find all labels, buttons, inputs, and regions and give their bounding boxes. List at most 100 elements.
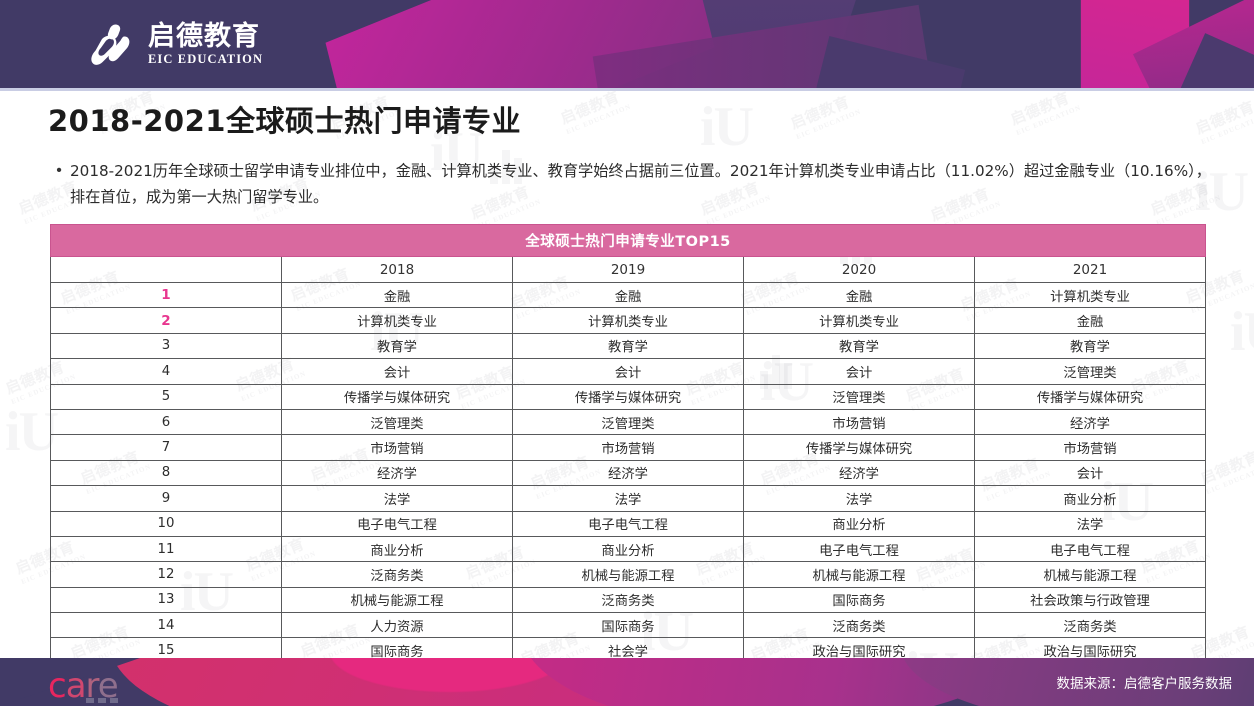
table-cell-2018: 计算机类专业 <box>281 307 513 334</box>
table-cell-2020: 电子电气工程 <box>743 535 975 563</box>
table-cell-2020: 商业分析 <box>743 510 975 537</box>
table-cell-2019: 市场营销 <box>512 434 744 461</box>
table-cell-2018: 教育学 <box>281 332 513 360</box>
table-cell-2020: 会计 <box>743 358 975 385</box>
table-cell-2019: 泛商务类 <box>512 586 744 614</box>
table-cell-2019: 会计 <box>512 358 744 385</box>
table-cell-rank: 2 <box>50 307 282 334</box>
table-cell-2019: 计算机类专业 <box>512 307 744 334</box>
table-header-row: 2018 2019 2020 2021 <box>50 256 1206 283</box>
summary-bullet: • 2018-2021历年全球硕士留学申请专业排位中，金融、计算机类专业、教育学… <box>48 158 1218 210</box>
table-cell-2020: 市场营销 <box>743 408 975 436</box>
column-header-2020: 2020 <box>743 256 975 283</box>
care-logo-letter-1: c <box>48 666 67 706</box>
table-row: 11 商业分析 商业分析 电子电气工程 电子电气工程 <box>50 535 1206 563</box>
table-row: 8 经济学 经济学 经济学 会计 <box>50 459 1206 487</box>
table-row: 6 泛管理类 泛管理类 市场营销 经济学 <box>50 408 1206 436</box>
slide-footer: care 数据来源：启德客户服务数据 <box>0 658 1254 706</box>
table-cell-rank: 10 <box>50 510 282 537</box>
care-logo-dots-icon <box>86 698 118 703</box>
brand-logo-text: 启德教育 EIC EDUCATION <box>148 20 264 67</box>
table-cell-2021: 法学 <box>974 510 1206 537</box>
table-cell-2020: 传播学与媒体研究 <box>743 434 975 461</box>
ranking-table-wrapper: 全球硕士热门申请专业TOP15 2018 2019 2020 2021 1 金融金… <box>50 224 1206 664</box>
table-cell-rank: 5 <box>50 383 282 410</box>
table-cell-2020: 法学 <box>743 485 975 512</box>
table-cell-2021: 电子电气工程 <box>974 535 1206 563</box>
table-cell-2020: 泛商务类 <box>743 612 975 639</box>
table-cell-2020: 机械与能源工程 <box>743 561 975 588</box>
table-cell-2018: 电子电气工程 <box>281 510 513 537</box>
brand-logo-en: EIC EDUCATION <box>148 52 264 67</box>
slide-header <box>0 0 1254 88</box>
table-row: 9 法学 法学 法学 商业分析 <box>50 485 1206 512</box>
table-row: 4 会计 会计 会计 泛管理类 <box>50 358 1206 385</box>
care-logo-letter-3: r <box>85 666 99 706</box>
table-cell-2021: 商业分析 <box>974 485 1206 512</box>
data-source-note: 数据来源：启德客户服务数据 <box>1056 676 1233 692</box>
table-row: 5 传播学与媒体研究 传播学与媒体研究 泛管理类 传播学与媒体研究 <box>50 383 1206 410</box>
table-cell-2018: 人力资源 <box>281 612 513 639</box>
eic-iu-logo-mark-icon <box>88 22 136 68</box>
table-cell-2018: 商业分析 <box>281 535 513 563</box>
table-cell-2018: 金融 <box>281 281 513 309</box>
table-cell-2021: 泛商务类 <box>974 612 1206 639</box>
table-cell-2021: 传播学与媒体研究 <box>974 383 1206 410</box>
table-row: 7 市场营销 市场营销 传播学与媒体研究 市场营销 <box>50 434 1206 461</box>
table-cell-2019: 泛管理类 <box>512 408 744 436</box>
footer-shape-purple-1 <box>900 658 1254 706</box>
table-row: 3 教育学 教育学 教育学 教育学 <box>50 332 1206 360</box>
table-title: 全球硕士热门申请专业TOP15 <box>50 224 1206 257</box>
table-cell-rank: 3 <box>50 332 282 360</box>
table-cell-rank: 4 <box>50 358 282 385</box>
table-cell-rank: 11 <box>50 535 282 563</box>
table-cell-rank: 12 <box>50 561 282 588</box>
brand-logo: 启德教育 EIC EDUCATION <box>88 18 263 72</box>
column-header-2019: 2019 <box>512 256 744 283</box>
table-row: 13 机械与能源工程 泛商务类 国际商务 社会政策与行政管理 <box>50 586 1206 614</box>
table-cell-2018: 泛管理类 <box>281 408 513 436</box>
bullet-text: 2018-2021历年全球硕士留学申请专业排位中，金融、计算机类专业、教育学始终… <box>70 162 1211 206</box>
table-cell-2018: 传播学与媒体研究 <box>281 383 513 410</box>
table-cell-rank: 13 <box>50 586 282 614</box>
table-cell-2019: 法学 <box>512 485 744 512</box>
table-row: 10 电子电气工程 电子电气工程 商业分析 法学 <box>50 510 1206 537</box>
table-row: 2 计算机类专业 计算机类专业 计算机类专业 金融 <box>50 307 1206 334</box>
table-cell-rank: 6 <box>50 408 282 436</box>
table-cell-2021: 金融 <box>974 307 1206 334</box>
table-cell-rank: 14 <box>50 612 282 639</box>
table-cell-2020: 计算机类专业 <box>743 307 975 334</box>
watermark-iu-icon: iU <box>700 96 754 158</box>
table-cell-2019: 教育学 <box>512 332 744 360</box>
table-cell-2019: 商业分析 <box>512 535 744 563</box>
table-cell-2020: 泛管理类 <box>743 383 975 410</box>
table-cell-2018: 经济学 <box>281 459 513 487</box>
table-cell-2020: 经济学 <box>743 459 975 487</box>
table-cell-2021: 市场营销 <box>974 434 1206 461</box>
table-cell-2021: 教育学 <box>974 332 1206 360</box>
table-cell-rank: 1 <box>50 281 282 309</box>
table-cell-2021: 会计 <box>974 459 1206 487</box>
watermark-iu-icon: iU <box>1230 301 1254 363</box>
table-cell-2018: 机械与能源工程 <box>281 586 513 614</box>
ranking-table: 全球硕士热门申请专业TOP15 2018 2019 2020 2021 1 金融金… <box>50 224 1206 664</box>
column-header-2018: 2018 <box>281 256 513 283</box>
table-cell-2021: 社会政策与行政管理 <box>974 586 1206 614</box>
table-row: 14 人力资源 国际商务 泛商务类 泛商务类 <box>50 612 1206 639</box>
table-cell-2019: 国际商务 <box>512 612 744 639</box>
table-cell-2018: 泛商务类 <box>281 561 513 588</box>
header-accent-line <box>0 88 1254 91</box>
brand-logo-cn: 启德教育 <box>148 20 260 52</box>
table-cell-2018: 市场营销 <box>281 434 513 461</box>
table-row: 12 泛商务类 机械与能源工程 机械与能源工程 机械与能源工程 <box>50 561 1206 588</box>
table-cell-2018: 会计 <box>281 358 513 385</box>
care-logo-letter-2: a <box>65 666 87 706</box>
table-cell-2019: 机械与能源工程 <box>512 561 744 588</box>
page-title: 2018-2021全球硕士热门申请专业 <box>48 104 521 138</box>
table-cell-rank: 7 <box>50 434 282 461</box>
table-cell-2020: 教育学 <box>743 332 975 360</box>
